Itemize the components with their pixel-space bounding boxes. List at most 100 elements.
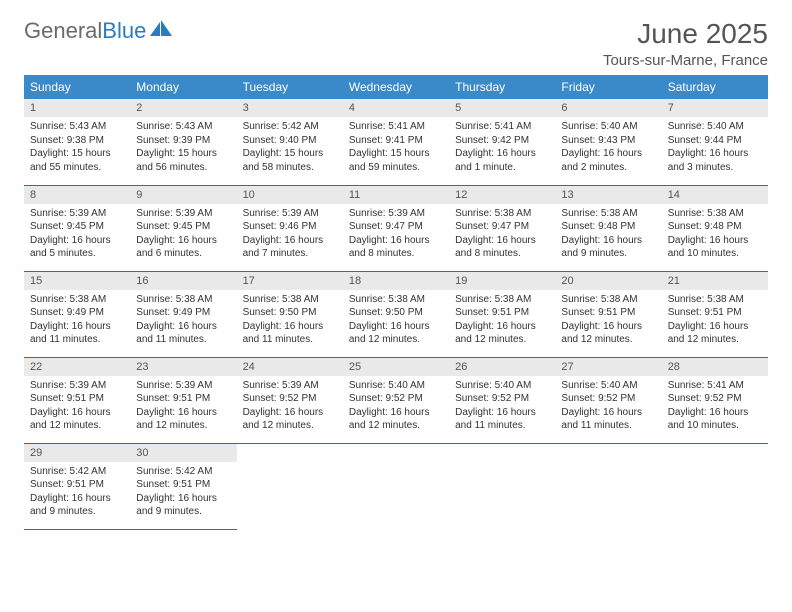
sunrise-text: Sunrise: 5:40 AM (668, 120, 762, 134)
day-details: Sunrise: 5:39 AMSunset: 9:52 PMDaylight:… (237, 376, 343, 439)
day-details: Sunrise: 5:40 AMSunset: 9:43 PMDaylight:… (555, 117, 661, 180)
day-details: Sunrise: 5:39 AMSunset: 9:45 PMDaylight:… (130, 204, 236, 267)
page-header: GeneralBlue June 2025 Tours-sur-Marne, F… (24, 18, 768, 69)
daylight-text: Daylight: 16 hours and 9 minutes. (561, 234, 655, 261)
day-number: 17 (237, 272, 343, 290)
sunset-text: Sunset: 9:44 PM (668, 134, 762, 148)
calendar-cell: 7Sunrise: 5:40 AMSunset: 9:44 PMDaylight… (662, 99, 768, 185)
daylight-text: Daylight: 16 hours and 11 minutes. (30, 320, 124, 347)
day-number: 26 (449, 358, 555, 376)
calendar-cell: 29Sunrise: 5:42 AMSunset: 9:51 PMDayligh… (24, 443, 130, 529)
calendar-cell (662, 443, 768, 529)
calendar-row: 1Sunrise: 5:43 AMSunset: 9:38 PMDaylight… (24, 99, 768, 185)
day-details: Sunrise: 5:43 AMSunset: 9:39 PMDaylight:… (130, 117, 236, 180)
sunset-text: Sunset: 9:43 PM (561, 134, 655, 148)
sunrise-text: Sunrise: 5:38 AM (136, 293, 230, 307)
day-number: 15 (24, 272, 130, 290)
daylight-text: Daylight: 16 hours and 8 minutes. (455, 234, 549, 261)
sunset-text: Sunset: 9:51 PM (668, 306, 762, 320)
day-details: Sunrise: 5:42 AMSunset: 9:40 PMDaylight:… (237, 117, 343, 180)
calendar-cell (555, 443, 661, 529)
daylight-text: Daylight: 16 hours and 12 minutes. (136, 406, 230, 433)
daylight-text: Daylight: 16 hours and 12 minutes. (668, 320, 762, 347)
sunrise-text: Sunrise: 5:43 AM (136, 120, 230, 134)
day-number: 14 (662, 186, 768, 204)
daylight-text: Daylight: 16 hours and 12 minutes. (30, 406, 124, 433)
calendar-cell: 15 Sunrise: 5:38 AMSunset: 9:49 PMDayligh… (24, 271, 130, 357)
daylight-text: Daylight: 16 hours and 9 minutes. (136, 492, 230, 519)
calendar-cell: 27Sunrise: 5:40 AMSunset: 9:52 PMDayligh… (555, 357, 661, 443)
day-number: 13 (555, 186, 661, 204)
calendar-cell: 6Sunrise: 5:40 AMSunset: 9:43 PMDaylight… (555, 99, 661, 185)
day-details: Sunrise: 5:43 AMSunset: 9:38 PMDaylight:… (24, 117, 130, 180)
day-number: 24 (237, 358, 343, 376)
sunset-text: Sunset: 9:49 PM (30, 306, 124, 320)
sunrise-text: Sunrise: 5:41 AM (349, 120, 443, 134)
day-number: 12 (449, 186, 555, 204)
daylight-text: Daylight: 16 hours and 12 minutes. (561, 320, 655, 347)
sunrise-text: Sunrise: 5:43 AM (30, 120, 124, 134)
sunset-text: Sunset: 9:46 PM (243, 220, 337, 234)
weekday-header: Tuesday (237, 75, 343, 99)
sunrise-text: Sunrise: 5:39 AM (349, 207, 443, 221)
day-details: Sunrise: 5:38 AMSunset: 9:48 PMDaylight:… (662, 204, 768, 267)
calendar-cell (449, 443, 555, 529)
brand-part2: Blue (102, 18, 146, 44)
sunset-text: Sunset: 9:51 PM (30, 478, 124, 492)
title-block: June 2025 Tours-sur-Marne, France (603, 18, 768, 69)
month-title: June 2025 (603, 18, 768, 50)
day-number: 5 (449, 99, 555, 117)
sunrise-text: Sunrise: 5:41 AM (455, 120, 549, 134)
sunset-text: Sunset: 9:50 PM (243, 306, 337, 320)
day-number: 22 (24, 358, 130, 376)
weekday-header: Friday (555, 75, 661, 99)
calendar-cell: 17Sunrise: 5:38 AMSunset: 9:50 PMDayligh… (237, 271, 343, 357)
calendar-cell: 2Sunrise: 5:43 AMSunset: 9:39 PMDaylight… (130, 99, 236, 185)
brand-part1: General (24, 18, 102, 44)
calendar-cell: 24Sunrise: 5:39 AMSunset: 9:52 PMDayligh… (237, 357, 343, 443)
sunrise-text: Sunrise: 5:40 AM (561, 120, 655, 134)
day-number: 25 (343, 358, 449, 376)
daylight-text: Daylight: 15 hours and 56 minutes. (136, 147, 230, 174)
day-number: 21 (662, 272, 768, 290)
sunrise-text: Sunrise: 5:40 AM (349, 379, 443, 393)
calendar-cell: 18Sunrise: 5:38 AMSunset: 9:50 PMDayligh… (343, 271, 449, 357)
calendar-row: 22Sunrise: 5:39 AMSunset: 9:51 PMDayligh… (24, 357, 768, 443)
calendar-cell (237, 443, 343, 529)
sunrise-text: Sunrise: 5:38 AM (30, 293, 124, 307)
calendar-header-row: Sunday Monday Tuesday Wednesday Thursday… (24, 75, 768, 99)
sunset-text: Sunset: 9:51 PM (455, 306, 549, 320)
calendar-cell: 5Sunrise: 5:41 AMSunset: 9:42 PMDaylight… (449, 99, 555, 185)
sunset-text: Sunset: 9:52 PM (561, 392, 655, 406)
calendar-cell: 13Sunrise: 5:38 AMSunset: 9:48 PMDayligh… (555, 185, 661, 271)
day-details: Sunrise: 5:38 AMSunset: 9:48 PMDaylight:… (555, 204, 661, 267)
sunset-text: Sunset: 9:48 PM (668, 220, 762, 234)
calendar-table: Sunday Monday Tuesday Wednesday Thursday… (24, 75, 768, 530)
weekday-header: Wednesday (343, 75, 449, 99)
daylight-text: Daylight: 16 hours and 12 minutes. (455, 320, 549, 347)
calendar-body: 1Sunrise: 5:43 AMSunset: 9:38 PMDaylight… (24, 99, 768, 529)
daylight-text: Daylight: 16 hours and 9 minutes. (30, 492, 124, 519)
sunrise-text: Sunrise: 5:38 AM (455, 207, 549, 221)
sunrise-text: Sunrise: 5:41 AM (668, 379, 762, 393)
day-details: Sunrise: 5:41 AMSunset: 9:41 PMDaylight:… (343, 117, 449, 180)
location-label: Tours-sur-Marne, France (603, 52, 768, 69)
day-details: Sunrise: 5:41 AMSunset: 9:42 PMDaylight:… (449, 117, 555, 180)
calendar-cell: 14Sunrise: 5:38 AMSunset: 9:48 PMDayligh… (662, 185, 768, 271)
calendar-cell: 12Sunrise: 5:38 AMSunset: 9:47 PMDayligh… (449, 185, 555, 271)
calendar-cell: 16Sunrise: 5:38 AMSunset: 9:49 PMDayligh… (130, 271, 236, 357)
calendar-cell: 28Sunrise: 5:41 AMSunset: 9:52 PMDayligh… (662, 357, 768, 443)
day-number: 20 (555, 272, 661, 290)
calendar-cell: 20Sunrise: 5:38 AMSunset: 9:51 PMDayligh… (555, 271, 661, 357)
sunset-text: Sunset: 9:45 PM (30, 220, 124, 234)
sunset-text: Sunset: 9:41 PM (349, 134, 443, 148)
day-number: 30 (130, 444, 236, 462)
day-details: Sunrise: 5:39 AMSunset: 9:47 PMDaylight:… (343, 204, 449, 267)
sunset-text: Sunset: 9:52 PM (455, 392, 549, 406)
day-number: 10 (237, 186, 343, 204)
sunset-text: Sunset: 9:39 PM (136, 134, 230, 148)
sunset-text: Sunset: 9:52 PM (349, 392, 443, 406)
calendar-cell: 3Sunrise: 5:42 AMSunset: 9:40 PMDaylight… (237, 99, 343, 185)
day-details: Sunrise: 5:39 AMSunset: 9:45 PMDaylight:… (24, 204, 130, 267)
daylight-text: Daylight: 16 hours and 2 minutes. (561, 147, 655, 174)
